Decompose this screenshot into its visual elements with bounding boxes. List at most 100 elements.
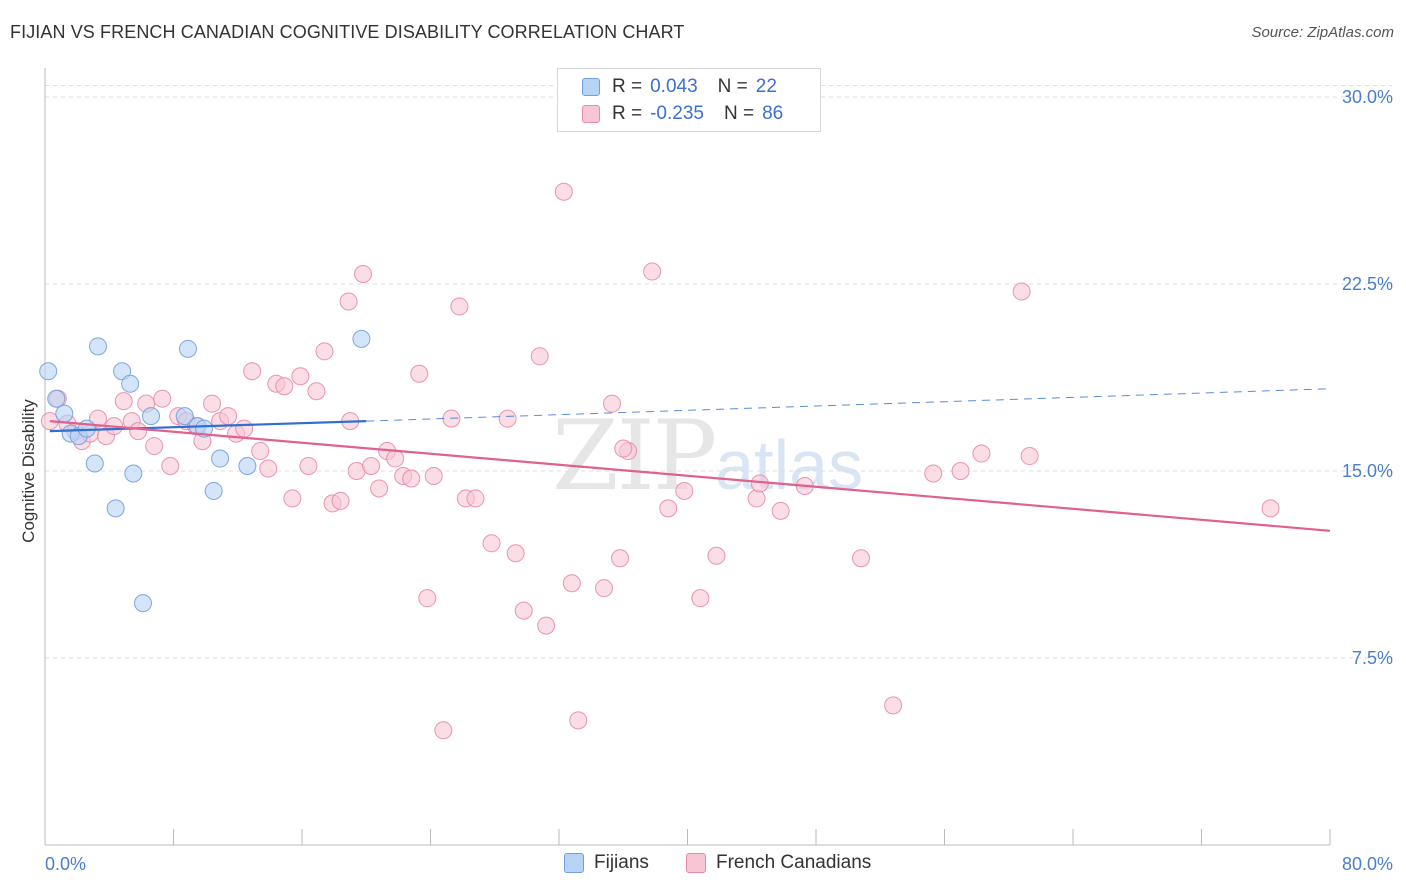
french-canadians-point bbox=[283, 489, 302, 508]
fijians-point bbox=[77, 419, 96, 438]
french-canadians-point bbox=[410, 364, 429, 383]
y-tick-label: 22.5% bbox=[1342, 274, 1393, 294]
french-canadians-point bbox=[299, 457, 318, 476]
n-value: 86 bbox=[762, 103, 784, 124]
french-canadians-point bbox=[707, 546, 726, 565]
fijians-point bbox=[106, 499, 125, 518]
x-tick-label: 0.0% bbox=[45, 854, 86, 874]
french-canadians-point bbox=[562, 574, 581, 593]
french-canadians-point bbox=[603, 394, 622, 413]
fijians-swatch bbox=[582, 78, 600, 96]
french-canadians-point bbox=[434, 721, 453, 740]
french-canadians-point bbox=[145, 437, 164, 456]
french-canadians-point bbox=[675, 481, 694, 500]
french-canadians-point bbox=[594, 579, 613, 598]
fijians-point bbox=[89, 337, 108, 356]
french-canadians-point bbox=[466, 489, 485, 508]
french-canadians-point bbox=[424, 466, 443, 485]
fijians-point bbox=[121, 374, 140, 393]
french-canadians-legend-swatch bbox=[686, 853, 706, 873]
french-canadians-legend-label: French Canadians bbox=[716, 852, 872, 873]
french-canadians-point bbox=[498, 409, 517, 428]
points-layer bbox=[39, 182, 1280, 740]
y-tick-label: 7.5% bbox=[1352, 648, 1393, 668]
label-layer: 7.5% 15.0% 22.5% 30.0% 0.0% 80.0% Cognitive Di… bbox=[19, 87, 1393, 874]
french-canadians-point bbox=[514, 601, 533, 620]
french-canadians-point bbox=[418, 589, 437, 608]
chart-title: FIJIAN VS FRENCH CANADIAN COGNITIVE DISA… bbox=[10, 22, 685, 42]
french-canadians-point bbox=[951, 462, 970, 480]
french-canadians-point bbox=[89, 409, 108, 428]
y-tick-label: 30.0% bbox=[1342, 87, 1393, 107]
legend-row-french-canadians: R = -0.235 N = 86 bbox=[582, 102, 783, 126]
stats-legend: R = 0.043 N = 22 R = -0.235 N = 86 bbox=[557, 68, 821, 132]
n-label: N = bbox=[717, 76, 748, 97]
fijians-point bbox=[85, 454, 104, 473]
series-legend: Fijians French Canadians bbox=[0, 852, 1406, 878]
legend-item-french-canadians[interactable]: French Canadians bbox=[686, 852, 871, 874]
french-canadians-point bbox=[771, 501, 790, 520]
french-canadians-point bbox=[315, 342, 334, 361]
n-label: N = bbox=[723, 103, 755, 124]
fijians-legend-label: Fijians bbox=[594, 852, 649, 873]
fijians-point bbox=[178, 339, 197, 358]
x-tick-label: 80.0% bbox=[1342, 854, 1393, 874]
fijians-point bbox=[124, 464, 143, 483]
french-canadians-point bbox=[243, 362, 262, 381]
legend-item-fijians[interactable]: Fijians bbox=[564, 852, 649, 874]
fijians-point bbox=[47, 389, 66, 408]
fijians-point bbox=[55, 404, 74, 423]
french-canadians-point bbox=[1261, 499, 1280, 518]
french-canadians-point bbox=[884, 696, 903, 715]
french-canadians-point bbox=[972, 444, 991, 463]
r-value: 0.043 bbox=[650, 76, 698, 97]
y-tick-label: 15.0% bbox=[1342, 461, 1393, 481]
french-canadians-point bbox=[153, 389, 172, 408]
french-canadians-point bbox=[506, 544, 525, 563]
fijians-trend-line bbox=[49, 420, 367, 433]
french-canadians-point bbox=[331, 491, 350, 510]
french-canadians-point bbox=[482, 534, 501, 553]
fijians-point bbox=[133, 594, 152, 613]
french-canadians-point bbox=[530, 347, 549, 366]
french-canadians-point bbox=[1012, 282, 1031, 301]
fijians-trend-extension bbox=[366, 388, 1331, 422]
french-canadians-point bbox=[1020, 447, 1039, 466]
french-canadians-point bbox=[643, 262, 662, 281]
french-canadians-point bbox=[611, 549, 630, 568]
trend-layer bbox=[49, 388, 1331, 532]
french-canadians-point bbox=[614, 439, 633, 458]
french-canadians-point bbox=[291, 367, 310, 386]
n-value: 22 bbox=[755, 76, 777, 97]
french-canadians-point bbox=[339, 292, 358, 311]
french-canadians-point bbox=[370, 479, 389, 498]
y-axis-title: Cognitive Disability bbox=[19, 399, 38, 543]
french-canadians-point bbox=[259, 459, 278, 478]
french-canadians-point bbox=[747, 489, 766, 508]
fijians-point bbox=[142, 407, 161, 426]
fijians-point bbox=[352, 329, 371, 348]
french-canadians-point bbox=[554, 182, 573, 201]
french-canadians-point bbox=[235, 419, 254, 438]
french-canadians-trend-line bbox=[49, 420, 1331, 532]
fijians-point bbox=[211, 449, 230, 468]
french-canadians-point bbox=[402, 469, 421, 488]
french-canadians-point bbox=[386, 449, 405, 468]
french-canadians-point bbox=[537, 616, 556, 635]
source-label: Source: ZipAtlas.com bbox=[1251, 24, 1394, 41]
french-canadians-point bbox=[450, 297, 469, 316]
french-canadians-point bbox=[924, 464, 943, 483]
french-canadians-point bbox=[659, 499, 678, 518]
french-canadians-point bbox=[307, 382, 326, 401]
fijians-point bbox=[195, 419, 214, 438]
french-canadians-point bbox=[203, 394, 222, 413]
fijians-point bbox=[238, 457, 257, 476]
french-canadians-point bbox=[275, 377, 294, 396]
fijians-point bbox=[204, 481, 223, 500]
fijians-point bbox=[175, 407, 194, 426]
french-canadians-point bbox=[129, 422, 148, 441]
legend-row-fijians: R = 0.043 N = 22 bbox=[582, 75, 777, 99]
french-canadians-point bbox=[114, 392, 133, 411]
fijians-legend-swatch bbox=[564, 853, 584, 873]
